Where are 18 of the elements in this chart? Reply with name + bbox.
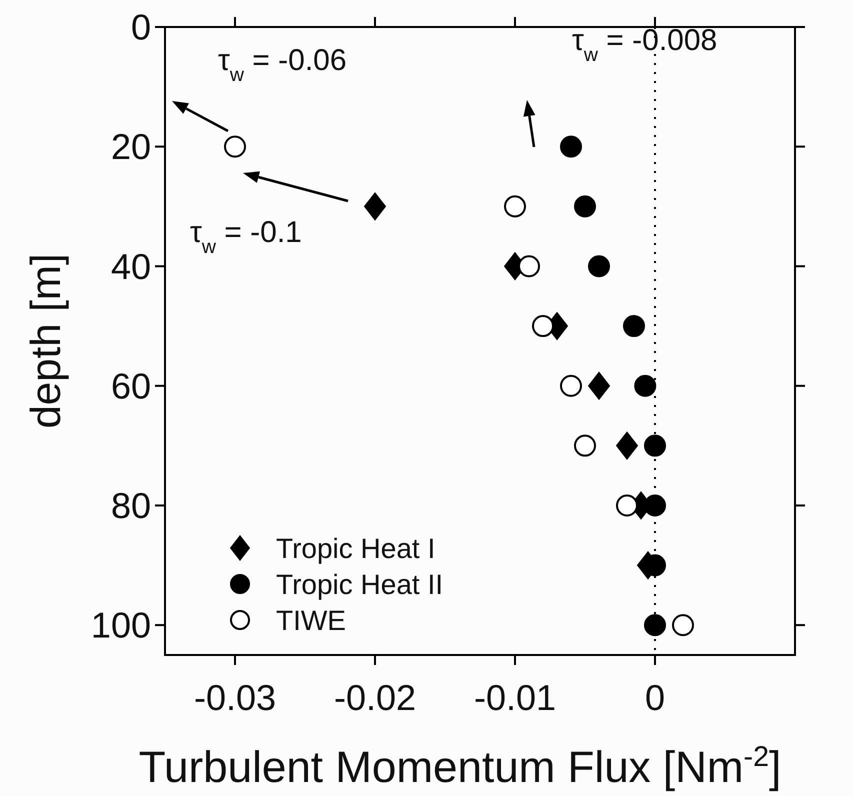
annotation: τ$_{w}$ = -0.06 xyxy=(218,44,347,86)
y-axis-title: depth [m] xyxy=(22,253,69,429)
legend-label: TIWE xyxy=(276,604,346,636)
x-tick-label: -0.01 xyxy=(474,677,556,718)
x-tick-label: -0.02 xyxy=(334,677,416,718)
annotation: τ$_{w}$ = -0.1 xyxy=(190,216,302,258)
x-axis-title: Turbulent Momentum Flux [Nm$^{-2}$] xyxy=(138,741,782,792)
y-tick-label: 100 xyxy=(90,604,151,646)
legend-label: Tropic Heat II xyxy=(276,568,444,600)
x-tick-label: 0 xyxy=(644,677,666,718)
annotation: τ$_{w}$ = -0.008 xyxy=(572,24,718,66)
legend-label: Tropic Heat I xyxy=(276,532,436,564)
y-tick-label: 80 xyxy=(110,485,151,526)
y-tick-label: 0 xyxy=(130,6,151,48)
y-tick-label: 20 xyxy=(110,126,151,168)
x-tick-label: -0.03 xyxy=(194,677,276,718)
y-tick-label: 40 xyxy=(110,246,151,287)
y-tick-label: 60 xyxy=(110,365,151,406)
